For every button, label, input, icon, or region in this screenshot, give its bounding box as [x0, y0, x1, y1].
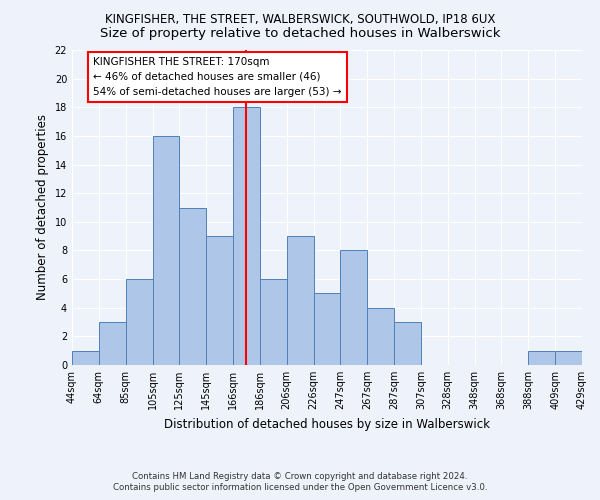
Bar [99, 322, 125, 365]
Bar [206, 236, 233, 365]
Bar [314, 294, 340, 365]
Bar [260, 279, 287, 365]
Bar [394, 322, 421, 365]
Bar [287, 236, 314, 365]
Bar [152, 136, 179, 365]
Bar [125, 279, 152, 365]
Bar [529, 350, 555, 365]
Text: Size of property relative to detached houses in Walberswick: Size of property relative to detached ho… [100, 28, 500, 40]
Bar [367, 308, 394, 365]
Bar [233, 108, 260, 365]
Bar [340, 250, 367, 365]
Bar [555, 350, 582, 365]
Bar [179, 208, 206, 365]
Bar [72, 350, 99, 365]
Y-axis label: Number of detached properties: Number of detached properties [36, 114, 49, 300]
Text: Contains HM Land Registry data © Crown copyright and database right 2024.
Contai: Contains HM Land Registry data © Crown c… [113, 472, 487, 492]
X-axis label: Distribution of detached houses by size in Walberswick: Distribution of detached houses by size … [164, 418, 490, 430]
Text: KINGFISHER, THE STREET, WALBERSWICK, SOUTHWOLD, IP18 6UX: KINGFISHER, THE STREET, WALBERSWICK, SOU… [105, 12, 495, 26]
Text: KINGFISHER THE STREET: 170sqm
← 46% of detached houses are smaller (46)
54% of s: KINGFISHER THE STREET: 170sqm ← 46% of d… [94, 57, 342, 97]
